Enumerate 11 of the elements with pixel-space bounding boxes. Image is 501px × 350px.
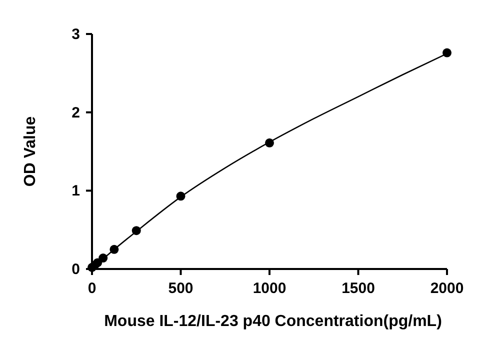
x-tick-label: 0 <box>88 280 96 297</box>
x-tick-label: 1000 <box>252 280 286 297</box>
y-tick-label: 0 <box>72 261 80 278</box>
y-axis-title: OD Value <box>22 116 39 187</box>
y-tick-label: 2 <box>72 104 80 122</box>
y-tick-label: 3 <box>72 26 80 43</box>
x-axis-title: Mouse IL-12/IL-23 p40 Concentration(pg/mL) <box>104 313 442 330</box>
x-tick-label: 500 <box>168 280 194 297</box>
x-tick-label: 2000 <box>430 280 464 297</box>
x-tick-label: 1500 <box>342 280 375 297</box>
y-tick-label: 1 <box>72 182 80 200</box>
